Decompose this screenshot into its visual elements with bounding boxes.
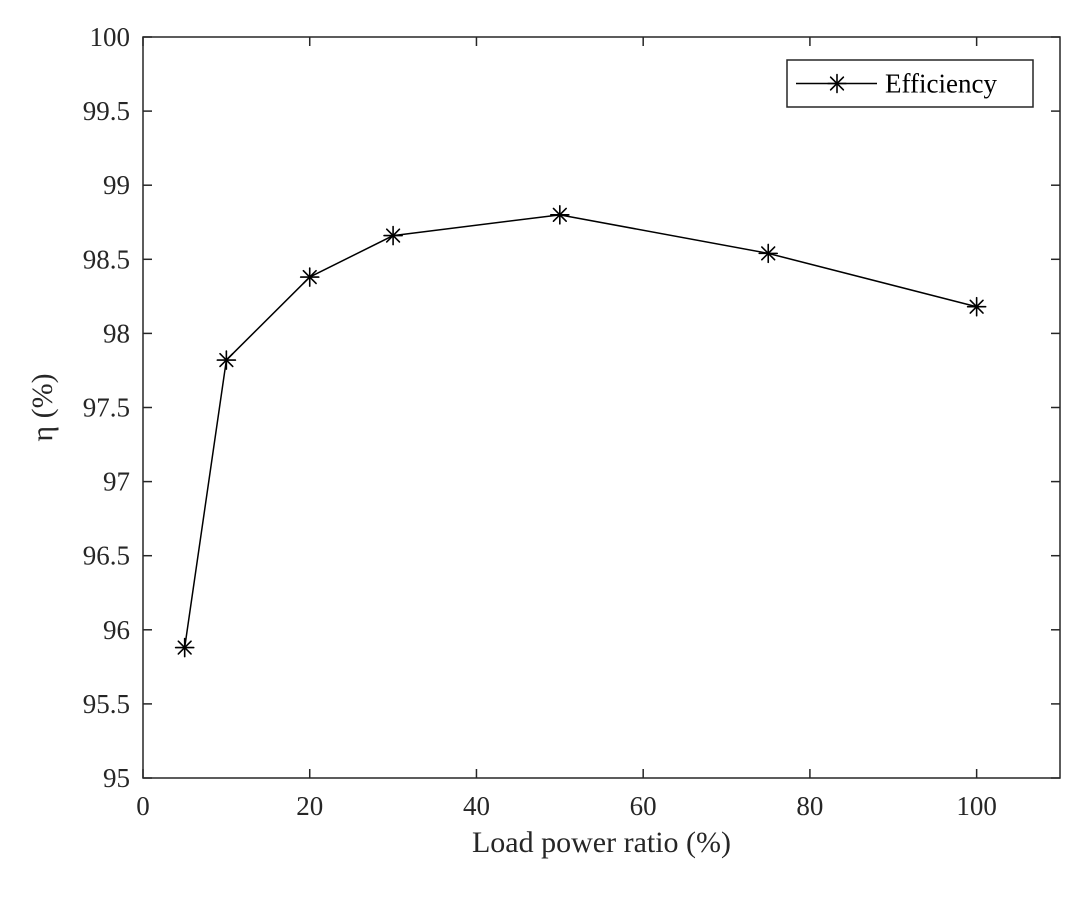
data-point-marker bbox=[550, 205, 570, 225]
data-point-marker bbox=[758, 243, 779, 264]
x-tick-label: 40 bbox=[463, 791, 490, 821]
x-tick-label: 60 bbox=[630, 791, 657, 821]
legend-asterisk-marker-icon bbox=[827, 73, 847, 94]
legend: Efficiency bbox=[786, 59, 1034, 108]
y-tick-label: 97 bbox=[103, 467, 130, 497]
data-point-marker bbox=[174, 637, 195, 658]
legend-series-name: Efficiency bbox=[885, 69, 997, 99]
y-tick-label: 100 bbox=[90, 22, 131, 52]
x-tick-label: 0 bbox=[136, 791, 150, 821]
x-axis-ticks: 0 20 40 60 80 100 bbox=[136, 37, 997, 821]
data-point-marker bbox=[216, 350, 237, 370]
data-point-marker bbox=[299, 267, 320, 287]
y-axis-label: η (%) bbox=[26, 373, 59, 441]
data-point-marker bbox=[383, 225, 403, 246]
y-tick-label: 98.5 bbox=[83, 244, 130, 274]
y-tick-label: 97.5 bbox=[83, 393, 130, 423]
y-tick-label: 98 bbox=[103, 318, 130, 348]
plot-area: 0 20 40 60 80 100 9595.59696.59797.59898.5999… bbox=[83, 22, 1061, 821]
y-tick-label: 99.5 bbox=[83, 96, 130, 126]
y-tick-label: 96 bbox=[103, 615, 130, 645]
y-tick-label: 95.5 bbox=[83, 689, 130, 719]
x-tick-label: 100 bbox=[956, 791, 997, 821]
x-tick-label: 20 bbox=[296, 791, 323, 821]
y-tick-label: 99 bbox=[103, 170, 130, 200]
series-layer bbox=[174, 205, 987, 658]
y-tick-label: 95 bbox=[103, 763, 130, 793]
legend-marker-asterisk bbox=[827, 73, 847, 94]
data-point-marker bbox=[966, 296, 987, 317]
x-axis-label: Load power ratio (%) bbox=[472, 826, 731, 859]
y-tick-label: 96.5 bbox=[83, 541, 130, 571]
y-axis-ticks: 95 95.5 96 96.5 97 97.5 98 98.5 99 99.5 100 bbox=[83, 22, 1060, 793]
x-tick-label: 80 bbox=[796, 791, 823, 821]
